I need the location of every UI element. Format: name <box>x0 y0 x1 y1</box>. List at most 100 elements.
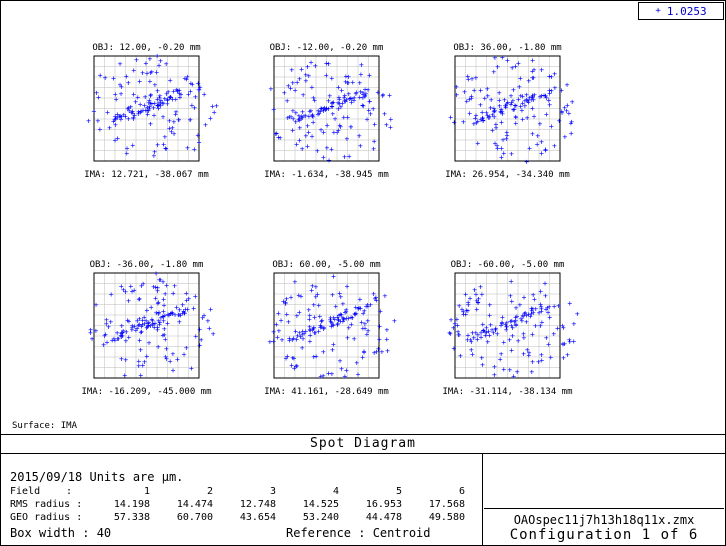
spot-point: + <box>522 309 527 318</box>
spot-point: + <box>338 103 343 112</box>
spot-point: + <box>205 316 210 325</box>
spot-point: + <box>342 91 347 100</box>
spot-point: + <box>460 305 465 314</box>
spot-point: + <box>137 320 142 329</box>
spot-point: + <box>302 111 307 120</box>
spot-point: + <box>549 73 554 82</box>
spot-point: + <box>365 300 370 309</box>
spot-point: + <box>495 144 500 153</box>
spot-point: + <box>177 311 182 320</box>
spot-point: + <box>289 361 294 370</box>
spot-point: + <box>500 107 505 116</box>
spot-point: + <box>135 93 140 102</box>
spot-point: + <box>103 330 108 339</box>
spot-point: + <box>469 92 474 101</box>
spot-point: + <box>281 297 286 306</box>
spot-point: + <box>158 101 163 110</box>
spot-point: + <box>123 112 128 121</box>
spot-point: + <box>552 70 557 79</box>
spot-point: + <box>475 335 480 344</box>
spot-point: + <box>362 307 367 316</box>
spot-panel: ++++++++++++++++++++++++++++++++++++++++… <box>442 260 579 397</box>
spot-point: + <box>98 71 103 80</box>
spot-point: + <box>176 311 181 320</box>
spot-point: + <box>531 308 536 317</box>
spot-point: + <box>520 311 525 320</box>
spot-point: + <box>531 74 536 83</box>
spot-point: + <box>300 330 305 339</box>
spot-point: + <box>134 55 139 64</box>
spot-point: + <box>335 128 340 137</box>
spot-point: + <box>182 309 187 318</box>
spot-point: + <box>164 144 169 153</box>
spot-point: + <box>539 65 544 74</box>
spot-point: + <box>561 324 566 333</box>
spot-point: + <box>357 93 362 102</box>
spot-point: + <box>466 307 471 316</box>
spot-point: + <box>530 56 535 65</box>
spot-point: + <box>285 352 290 361</box>
spot-point: + <box>139 322 144 331</box>
spot-point: + <box>497 88 502 97</box>
spot-point: + <box>150 316 155 325</box>
ima-label: IMA: -1.634, -38.945 mm <box>264 170 389 180</box>
spot-point: + <box>329 145 334 154</box>
spot-point: + <box>124 72 129 81</box>
spot-point: + <box>531 95 536 104</box>
spot-point: + <box>374 296 379 305</box>
spot-point: + <box>487 114 492 123</box>
spot-point: + <box>491 329 496 338</box>
spot-point: + <box>546 308 551 317</box>
spot-point: + <box>297 75 302 84</box>
spot-point: + <box>119 112 124 121</box>
spot-point: + <box>361 90 366 99</box>
spot-point: + <box>311 118 316 127</box>
spot-point: + <box>546 96 551 105</box>
spot-point: + <box>486 327 491 336</box>
spot-point: + <box>135 324 140 333</box>
spot-point: + <box>556 302 561 311</box>
spot-point: + <box>146 99 151 108</box>
spot-point: + <box>170 309 175 318</box>
spot-point: + <box>290 354 295 363</box>
spot-point: + <box>562 339 567 348</box>
spot-point: + <box>276 327 281 336</box>
spot-point: + <box>490 111 495 120</box>
spot-point: + <box>157 308 162 317</box>
spot-point: + <box>138 371 143 380</box>
spot-point: + <box>487 301 492 310</box>
spot-point: + <box>111 335 116 344</box>
spot-point: + <box>490 126 495 135</box>
spot-point: + <box>126 103 131 112</box>
spot-point: + <box>343 372 348 381</box>
spot-point: + <box>133 98 138 107</box>
spot-point: + <box>545 303 550 312</box>
spot-point: + <box>189 101 194 110</box>
spot-point: + <box>357 303 362 312</box>
spot-point: + <box>367 97 372 106</box>
spot-point: + <box>358 87 363 96</box>
spot-point: + <box>119 83 124 92</box>
spot-point: + <box>543 291 548 300</box>
spot-point: + <box>148 69 153 78</box>
spot-point: + <box>523 102 528 111</box>
spot-point: + <box>491 68 496 77</box>
spot-point: + <box>520 92 525 101</box>
spot-point: + <box>308 325 313 334</box>
spot-point: + <box>113 115 118 124</box>
spot-point: + <box>119 329 124 338</box>
spot-point: + <box>308 326 313 335</box>
spot-point: + <box>137 294 142 303</box>
spot-point: + <box>115 335 120 344</box>
spot-point: + <box>347 152 352 161</box>
spot-point: + <box>499 321 504 330</box>
spot-point: + <box>476 299 481 308</box>
spot-point: + <box>476 330 481 339</box>
spot-point: + <box>103 74 108 83</box>
spot-point: + <box>193 332 198 341</box>
spot-point: + <box>166 87 171 96</box>
spot-point: + <box>365 316 370 325</box>
spot-point: + <box>183 305 188 314</box>
spot-point: + <box>286 317 291 326</box>
spot-point: + <box>158 276 163 285</box>
